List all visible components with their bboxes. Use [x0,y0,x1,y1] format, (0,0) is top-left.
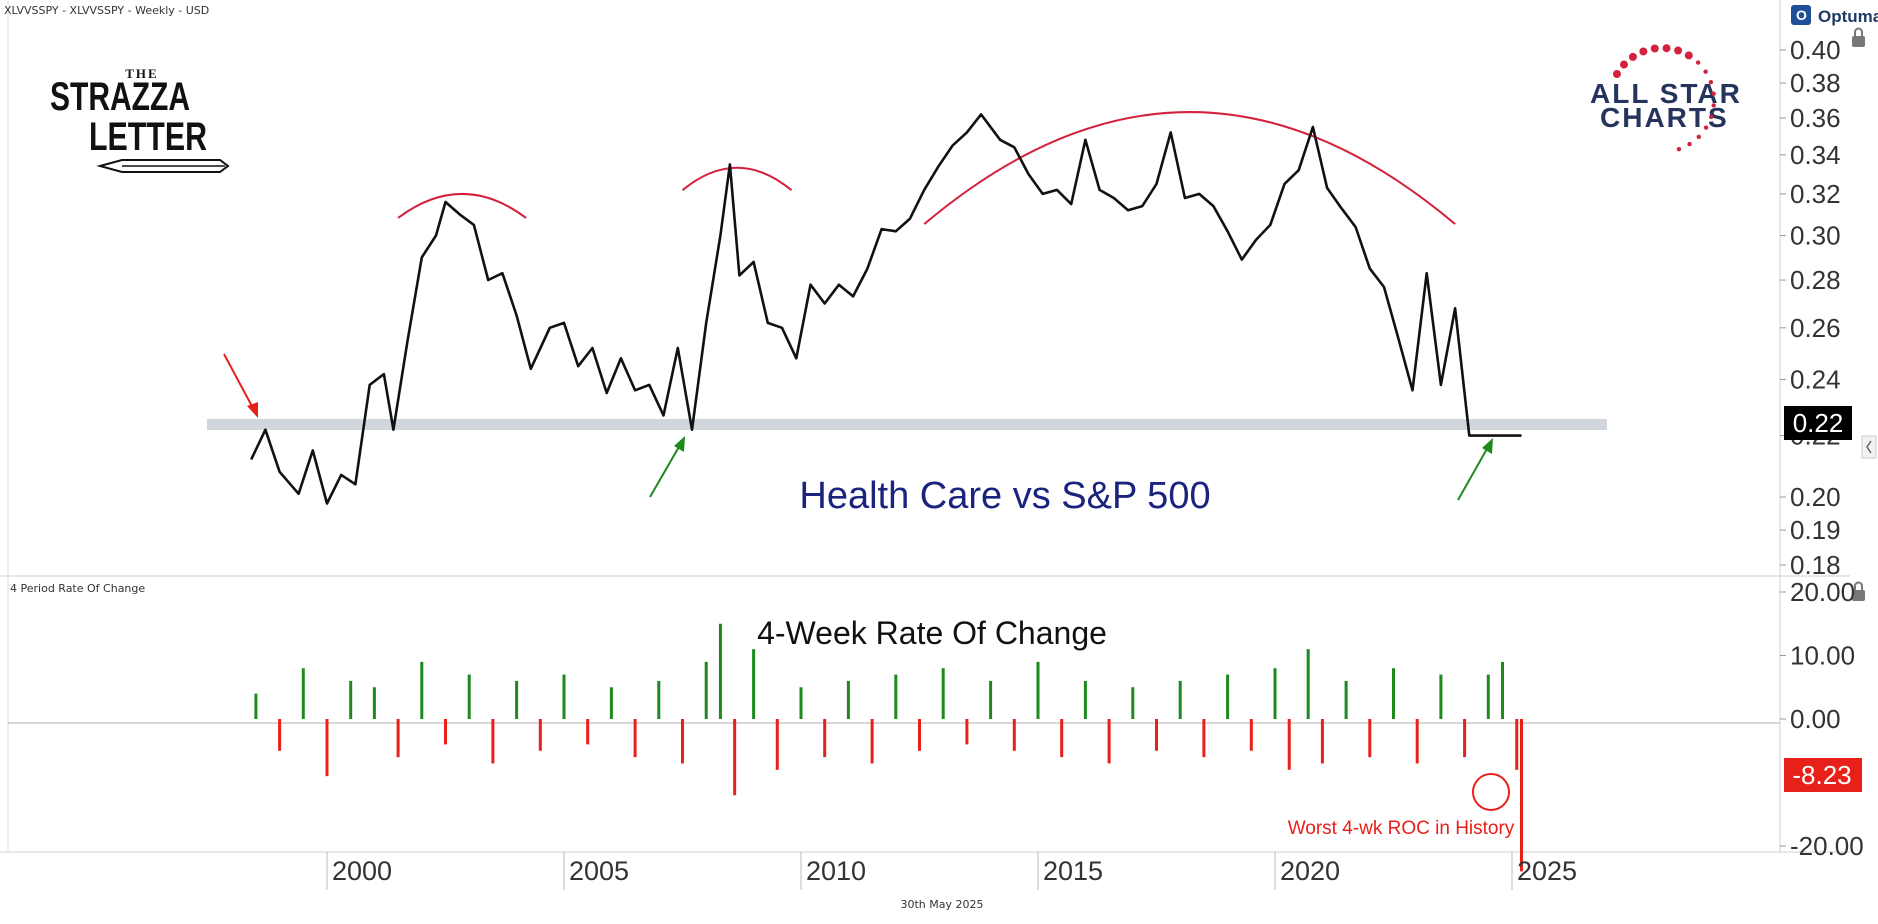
svg-text:THE: THE [125,66,158,81]
star-dot [1639,47,1648,56]
all-star-charts-logo: ALL STAR CHARTS [1590,44,1740,152]
star-dot [1703,125,1709,130]
star-dot [1612,70,1621,78]
vendor-logo-text: Optuma [1818,7,1878,26]
roc-tick-label: 10.00 [1790,641,1855,671]
green-arrow-icon [649,436,685,498]
price-tick-label: 0.30 [1790,221,1841,251]
price-panel: 0.400.38 0.36 0.34 0.32 0.30 0.28 0.26 0.24 0.22… [207,35,1852,580]
roc-tick-label: 0.00 [1790,704,1841,734]
star-dot [1708,114,1714,120]
last-roc-label: -8.23 [1792,760,1851,790]
green-arrow-icon [1457,438,1493,501]
symbol-header: XLVVSSPY - XLVVSSPY - Weekly - USD [4,4,209,17]
support-band [207,419,1607,430]
star-dot [1619,60,1628,69]
time-tick-label: 2025 [1517,856,1577,886]
time-tick-label: 2005 [569,856,629,886]
red-arrow-icon [223,353,258,418]
star-ring-icon [1612,44,1716,152]
price-tick-label: 0.24 [1790,364,1841,394]
last-price-label: 0.22 [1793,408,1844,438]
price-tick-label: 0.40 [1790,35,1841,65]
roc-annotation: Worst 4-wk ROC in History [1288,818,1515,839]
price-tick-label: 0.32 [1790,179,1841,209]
time-tick-label: 2000 [332,856,392,886]
star-dot [1703,69,1708,74]
price-tick-label: 0.26 [1790,313,1841,343]
star-dot [1684,51,1693,60]
time-tick-label: 2015 [1043,856,1103,886]
chart-title: Health Care vs S&P 500 [799,475,1210,517]
star-dot [1687,141,1692,147]
price-tick-label: 0.28 [1790,265,1841,295]
price-axis: 0.400.38 0.36 0.34 0.32 0.30 0.28 0.26 0.24 0.22… [1780,35,1841,580]
star-dot [1650,44,1659,53]
star-dot [1696,134,1701,139]
price-tick-label: 0.36 [1790,103,1841,133]
top-arc [397,193,527,219]
time-tick-label: 2020 [1280,856,1340,886]
price-tick-label: 0.34 [1790,140,1841,170]
top-arc [681,166,793,191]
roc-title: 4-Week Rate Of Change [757,615,1107,651]
collapse-chevron-icon[interactable] [1861,435,1877,459]
roc-tick-label: 20.00 [1790,577,1855,607]
price-tick-label: 0.20 [1790,482,1841,512]
roc-axis: 20.00 10.00 0.00 -20.00 [1780,577,1864,861]
roc-panel: 4 Period Rate Of Change 4-Week Rate Of C… [8,577,1864,872]
price-tick-label: 0.38 [1790,68,1841,98]
vendor-logo-icon [1791,5,1811,25]
lock-icon[interactable] [1852,27,1865,47]
star-dot [1674,46,1683,55]
strazza-letter-logo: THE STRAZZA LETTER [50,66,230,173]
price-tick-label: 0.18 [1790,550,1841,580]
time-axis: 2000 2005 2010 2015 2020 2025 [326,852,1577,890]
price-line-group [250,113,1522,505]
star-dot [1695,60,1701,65]
star-dot [1711,91,1716,96]
worst-roc-circle [1472,773,1510,811]
star-dot [1711,103,1716,108]
time-tick-label: 2010 [806,856,866,886]
last-roc-label-bg [1784,758,1862,792]
star-dot [1662,44,1671,53]
last-price-label-bg [1784,406,1852,440]
lock-icon[interactable] [1852,581,1865,602]
star-dot [1676,146,1682,152]
roc-tick-label: -20.00 [1790,831,1864,861]
top-arcs [397,111,1456,225]
star-dot [1628,52,1637,61]
star-dot [1708,80,1714,85]
roc-series [254,623,1523,872]
footer-date: 30th May 2025 [900,898,983,911]
top-arc [923,111,1456,225]
svg-text:STRAZZA: STRAZZA [50,75,190,119]
vendor-logo-glyph: O [1796,7,1807,23]
svg-text:LETTER: LETTER [89,115,207,159]
roc-panel-label: 4 Period Rate Of Change [10,582,145,595]
price-tick-label: 0.19 [1790,515,1841,545]
price-series-line [250,113,1522,505]
